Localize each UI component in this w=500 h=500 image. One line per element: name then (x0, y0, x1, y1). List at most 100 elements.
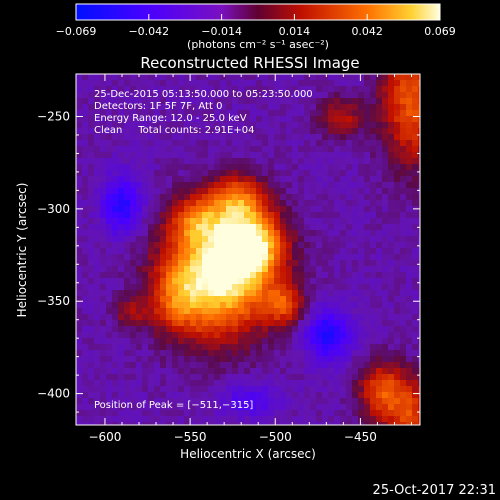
heatmap-cell (322, 266, 328, 272)
heatmap-cell (352, 338, 358, 344)
heatmap-cell (334, 170, 340, 176)
heatmap-cell (262, 398, 268, 404)
heatmap-cell (340, 182, 346, 188)
heatmap-cell (124, 236, 130, 242)
heatmap-cell (76, 374, 82, 380)
heatmap-cell (94, 404, 100, 410)
heatmap-cell (76, 248, 82, 254)
heatmap-cell (382, 188, 388, 194)
heatmap-cell (202, 380, 208, 386)
heatmap-cell (268, 374, 274, 380)
heatmap-cell (190, 356, 196, 362)
heatmap-cell (250, 200, 256, 206)
heatmap-cell (124, 128, 130, 134)
heatmap-cell (148, 410, 154, 416)
heatmap-cell (370, 260, 376, 266)
heatmap-cell (112, 86, 118, 92)
heatmap-cell (148, 374, 154, 380)
heatmap-cell (112, 122, 118, 128)
heatmap-cell (316, 332, 322, 338)
heatmap-cell (148, 278, 154, 284)
heatmap-cell (232, 116, 238, 122)
heatmap-cell (412, 152, 418, 158)
heatmap-cell (250, 290, 256, 296)
heatmap-cell (322, 134, 328, 140)
heatmap-cell (334, 86, 340, 92)
heatmap-cell (124, 218, 130, 224)
heatmap-cell (382, 116, 388, 122)
heatmap-cell (232, 254, 238, 260)
heatmap-cell (238, 176, 244, 182)
heatmap-cell (310, 200, 316, 206)
heatmap-cell (250, 392, 256, 398)
heatmap-cell (178, 302, 184, 308)
heatmap-cell (184, 338, 190, 344)
heatmap-cell (100, 356, 106, 362)
heatmap-cell (100, 296, 106, 302)
heatmap-cell (196, 224, 202, 230)
heatmap-cell (280, 170, 286, 176)
heatmap-cell (400, 308, 406, 314)
heatmap-cell (364, 86, 370, 92)
heatmap-cell (370, 146, 376, 152)
heatmap-cell (214, 350, 220, 356)
heatmap-cell (388, 200, 394, 206)
heatmap-cell (280, 248, 286, 254)
heatmap-cell (292, 212, 298, 218)
heatmap-cell (364, 422, 370, 425)
heatmap-cell (268, 272, 274, 278)
heatmap-cell (304, 266, 310, 272)
heatmap-cell (172, 374, 178, 380)
heatmap-cell (154, 74, 160, 80)
heatmap-cell (406, 170, 412, 176)
heatmap-cell (316, 92, 322, 98)
heatmap-cell (118, 86, 124, 92)
heatmap-cell (382, 362, 388, 368)
heatmap-cell (382, 236, 388, 242)
heatmap-cell (346, 176, 352, 182)
heatmap-cell (238, 212, 244, 218)
heatmap-cell (274, 122, 280, 128)
heatmap-cell (322, 350, 328, 356)
heatmap-cell (376, 206, 382, 212)
heatmap-cell (184, 422, 190, 425)
heatmap-cell (418, 152, 420, 158)
heatmap-cell (94, 416, 100, 422)
heatmap-cell (88, 98, 94, 104)
heatmap-cell (310, 158, 316, 164)
heatmap-cell (316, 176, 322, 182)
heatmap-cell (316, 386, 322, 392)
heatmap-cell (310, 278, 316, 284)
heatmap-cell (274, 290, 280, 296)
heatmap-cell (172, 224, 178, 230)
heatmap-cell (184, 416, 190, 422)
heatmap-cell (250, 344, 256, 350)
heatmap-cell (100, 392, 106, 398)
heatmap-cell (226, 248, 232, 254)
heatmap-cell (190, 176, 196, 182)
heatmap-cell (352, 368, 358, 374)
heatmap-cell (352, 128, 358, 134)
heatmap-cell (412, 146, 418, 152)
heatmap-cell (100, 278, 106, 284)
heatmap-cell (340, 98, 346, 104)
heatmap-cell (412, 80, 418, 86)
heatmap-cell (82, 422, 88, 425)
heatmap-cell (382, 374, 388, 380)
heatmap-cell (160, 140, 166, 146)
heatmap-cell (190, 80, 196, 86)
heatmap-cell (232, 278, 238, 284)
heatmap-cell (418, 128, 420, 134)
heatmap-cell (130, 188, 136, 194)
heatmap-cell (118, 122, 124, 128)
heatmap-cell (220, 116, 226, 122)
heatmap-cell (226, 374, 232, 380)
heatmap-cell (82, 338, 88, 344)
heatmap-cell (220, 308, 226, 314)
heatmap-cell (166, 80, 172, 86)
heatmap-cell (250, 260, 256, 266)
heatmap-cell (82, 332, 88, 338)
heatmap-cell (352, 386, 358, 392)
heatmap-cell (184, 206, 190, 212)
heatmap-cell (388, 356, 394, 362)
